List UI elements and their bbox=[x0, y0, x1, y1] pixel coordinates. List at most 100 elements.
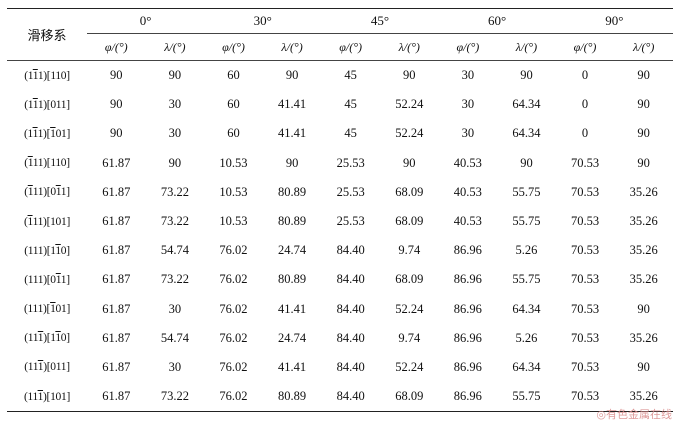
lambda-value-cell: 35.26 bbox=[629, 243, 658, 258]
phi-value-cell: 61.87 bbox=[87, 382, 146, 413]
lambda-value-cell: 52.24 bbox=[395, 126, 424, 141]
phi-value-cell: 10.53 bbox=[219, 214, 248, 229]
phi-value-cell: 76.02 bbox=[204, 382, 263, 413]
phi-value-cell: 10.53 bbox=[219, 155, 248, 170]
lambda-value-cell: 30 bbox=[168, 359, 182, 374]
lambda-value-cell: 35.26 bbox=[629, 330, 658, 345]
lambda-value-cell: 35.26 bbox=[629, 184, 658, 199]
phi-value-cell: 0 bbox=[581, 97, 589, 112]
lambda-value-cell: 90 bbox=[168, 68, 182, 83]
lambda-value-cell: 90 bbox=[520, 68, 533, 83]
lambda-value-cell: 9.74 bbox=[398, 330, 421, 345]
lambda-value-cell: 24.74 bbox=[278, 243, 307, 258]
phi-value-cell: 61.87 bbox=[102, 330, 131, 345]
lambda-value-cell: 64.34 bbox=[512, 359, 541, 374]
lambda-value-cell: 68.09 bbox=[395, 184, 424, 199]
table-row: (111)[101] 90 30 60 41.41 45 52.24 30 64.34 0 90 bbox=[7, 119, 673, 148]
slip-system-cell: (111)[011] bbox=[24, 273, 70, 286]
phi-header: φ/(°) bbox=[87, 33, 146, 61]
table-row: (111)[101] 61.87 73.22 76.02 80.89 84.40 68.09… bbox=[7, 382, 673, 413]
lambda-value-cell: 52.24 bbox=[395, 359, 424, 374]
table-row: (111)[110] 61.87 54.74 76.02 24.74 84.40 9.74 8… bbox=[7, 324, 673, 353]
slip-system-cell: (111)[101] bbox=[24, 215, 70, 228]
phi-value-cell: 84.40 bbox=[336, 301, 365, 316]
lambda-value-cell: 90 bbox=[637, 359, 650, 374]
phi-value-cell: 84.40 bbox=[336, 243, 365, 258]
table-row: (111)[110] 90 90 60 90 45 90 30 90 0 90 bbox=[7, 61, 673, 91]
lambda-value-cell: 30 bbox=[168, 301, 182, 316]
lambda-value-cell: 64.34 bbox=[512, 126, 541, 141]
phi-value-cell: 60 bbox=[227, 126, 240, 141]
lambda-value-cell: 35.26 bbox=[614, 382, 673, 413]
table-row: (111)[011] 61.87 73.22 76.02 80.89 84.40 68.09… bbox=[7, 265, 673, 294]
phi-value-cell: 61.87 bbox=[102, 155, 131, 170]
phi-value-cell: 61.87 bbox=[102, 301, 131, 316]
lambda-value-cell: 80.89 bbox=[278, 184, 307, 199]
lambda-value-cell: 9.74 bbox=[398, 243, 421, 258]
phi-value-cell: 90 bbox=[110, 97, 123, 112]
lambda-value-cell: 52.24 bbox=[395, 301, 424, 316]
lambda-value-cell: 30 bbox=[168, 126, 182, 141]
lambda-value-cell: 73.22 bbox=[160, 184, 189, 199]
slip-system-cell: (111)[101] bbox=[24, 127, 70, 140]
lambda-value-cell: 90 bbox=[637, 68, 650, 83]
phi-value-cell: 61.87 bbox=[102, 243, 131, 258]
lambda-value-cell: 41.41 bbox=[278, 359, 307, 374]
table-row: (111)[110] 61.87 54.74 76.02 24.74 84.40 9.74 8… bbox=[7, 236, 673, 265]
phi-value-cell: 25.53 bbox=[336, 184, 365, 199]
phi-value-cell: 45 bbox=[344, 68, 357, 83]
slip-system-cell: (111)[101] bbox=[24, 303, 70, 316]
lambda-value-cell: 41.41 bbox=[278, 97, 307, 112]
phi-value-cell: 10.53 bbox=[219, 184, 248, 199]
lambda-value-cell: 90 bbox=[637, 301, 650, 316]
phi-value-cell: 76.02 bbox=[219, 272, 248, 287]
lambda-value-cell: 68.09 bbox=[395, 214, 424, 229]
lambda-value-cell: 73.22 bbox=[160, 214, 189, 229]
lambda-value-cell: 68.09 bbox=[395, 272, 424, 287]
phi-value-cell: 70.53 bbox=[570, 301, 600, 316]
lambda-value-cell: 52.24 bbox=[395, 97, 424, 112]
lambda-value-cell: 64.34 bbox=[512, 301, 541, 316]
lambda-value-cell: 80.89 bbox=[278, 214, 307, 229]
lambda-value-cell: 90 bbox=[637, 97, 650, 112]
lambda-value-cell: 64.34 bbox=[512, 97, 541, 112]
lambda-value-cell: 41.41 bbox=[278, 126, 307, 141]
lambda-value-cell: 54.74 bbox=[160, 330, 189, 345]
phi-value-cell: 60 bbox=[227, 97, 240, 112]
phi-value-cell: 76.02 bbox=[219, 330, 248, 345]
phi-value-cell: 90 bbox=[110, 126, 123, 141]
phi-value-cell: 70.53 bbox=[570, 184, 600, 199]
phi-value-cell: 90 bbox=[110, 68, 123, 83]
phi-value-cell: 30 bbox=[461, 97, 475, 112]
table-body: (111)[110] 90 90 60 90 45 90 30 90 0 90 (111)[011] 9… bbox=[7, 61, 673, 413]
lambda-value-cell: 35.26 bbox=[629, 214, 658, 229]
phi-value-cell: 86.96 bbox=[453, 243, 482, 258]
table-row: (111)[101] 61.87 30 76.02 41.41 84.40 52.24 86.… bbox=[7, 295, 673, 324]
lambda-value-cell: 55.75 bbox=[512, 272, 541, 287]
lambda-value-cell: 24.74 bbox=[278, 330, 307, 345]
angle-header-30: 30° bbox=[204, 8, 322, 34]
phi-value-cell: 61.87 bbox=[102, 359, 131, 374]
angle-header-45: 45° bbox=[321, 8, 439, 34]
phi-value-cell: 25.53 bbox=[336, 214, 365, 229]
lambda-value-cell: 5.26 bbox=[515, 330, 538, 345]
slip-system-cell: (111)[110] bbox=[24, 244, 70, 257]
lambda-value-cell: 55.75 bbox=[512, 214, 541, 229]
phi-value-cell: 84.40 bbox=[336, 359, 365, 374]
phi-header: φ/(°) bbox=[204, 33, 263, 61]
slip-system-header: 滑移系 bbox=[7, 8, 87, 61]
table-row: (111)[011] 90 30 60 41.41 45 52.24 30 64.34 0 90 bbox=[7, 90, 673, 119]
lambda-value-cell: 90 bbox=[285, 155, 299, 170]
lambda-value-cell: 90 bbox=[285, 68, 299, 83]
phi-value-cell: 70.53 bbox=[570, 359, 600, 374]
phi-value-cell: 60 bbox=[227, 68, 240, 83]
angle-header-90: 90° bbox=[555, 8, 673, 34]
lambda-value-cell: 73.22 bbox=[160, 272, 189, 287]
phi-value-cell: 70.53 bbox=[570, 243, 600, 258]
slip-system-cell: (111)[110] bbox=[24, 69, 70, 82]
angle-header-60: 60° bbox=[438, 8, 556, 34]
lambda-value-cell: 30 bbox=[168, 97, 182, 112]
lambda-value-cell: 90 bbox=[168, 155, 182, 170]
phi-value-cell: 40.53 bbox=[453, 184, 482, 199]
